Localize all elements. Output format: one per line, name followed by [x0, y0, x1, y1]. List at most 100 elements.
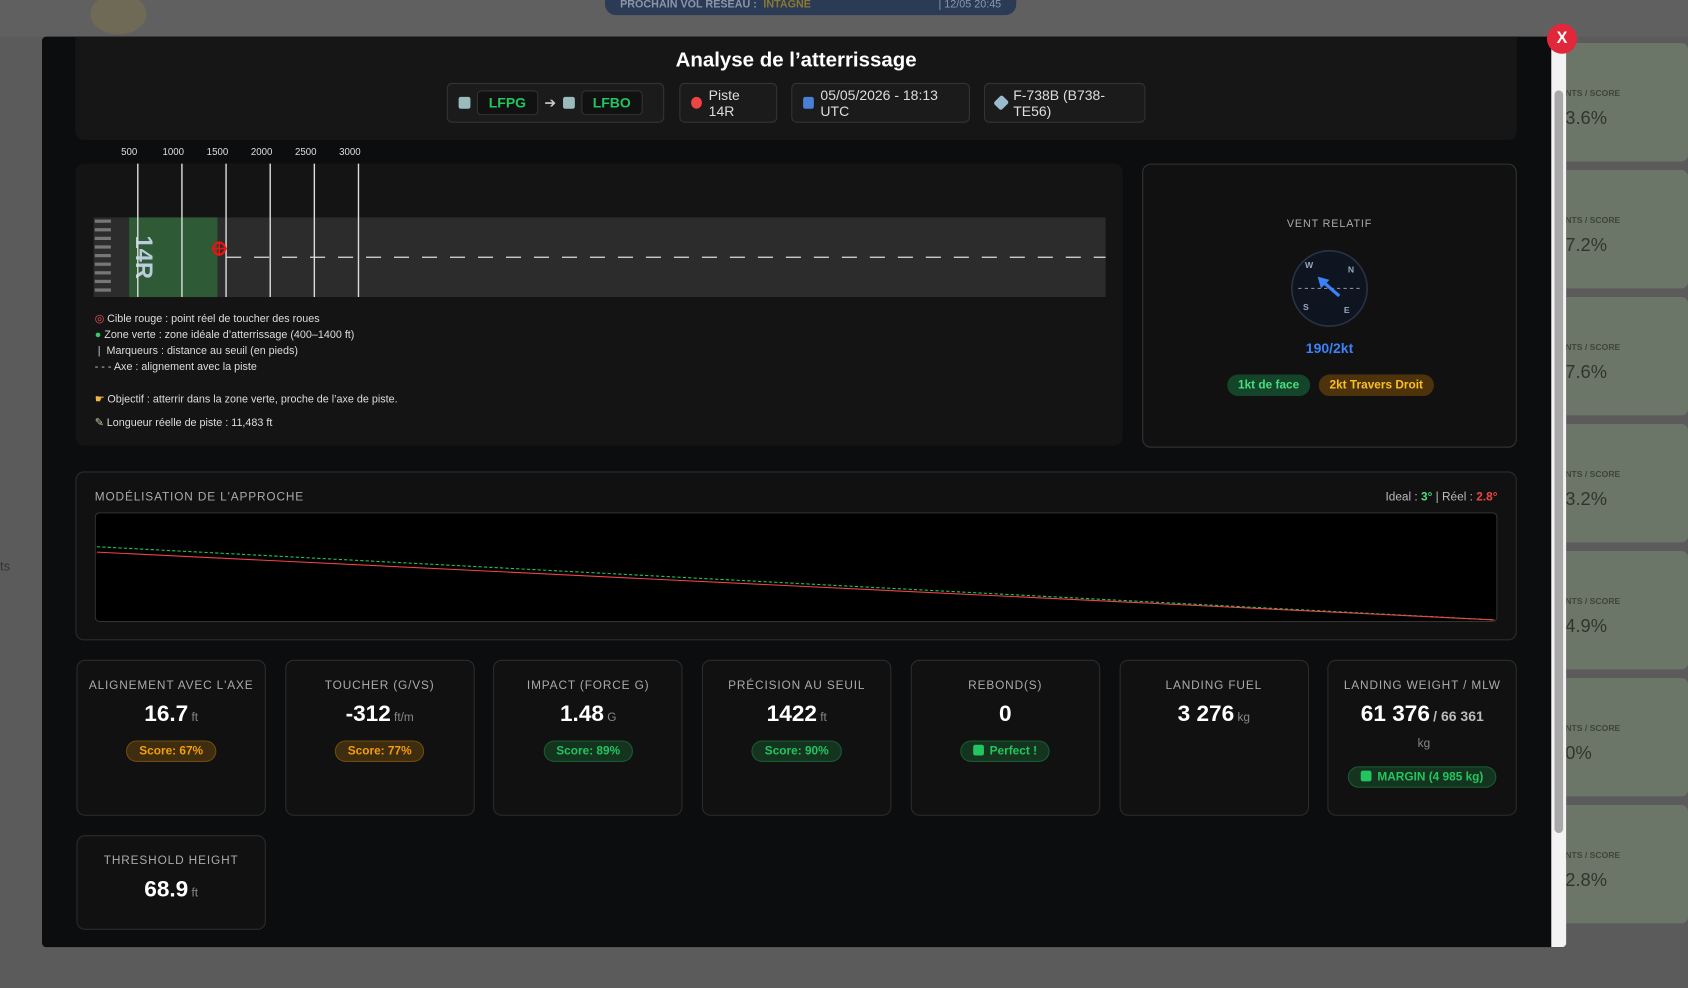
stat-card: THRESHOLD HEIGHT 68.9 ft [76, 835, 266, 930]
route-chip: LFPG ➔ LFBO [446, 82, 665, 123]
close-button[interactable]: X [1546, 23, 1578, 54]
stat-value-line: 68.9 ft [78, 877, 265, 903]
approach-chart [94, 512, 1498, 623]
side-card: NTS / SCORE 3.2% [1550, 424, 1688, 543]
side-card-label: NTS / SCORE [1565, 342, 1621, 352]
stat-card: LANDING FUEL 3 276 kg [1119, 659, 1309, 816]
side-card-label: NTS / SCORE [1565, 215, 1621, 225]
legend-text: Marqueurs : distance au seuil (en pieds) [106, 345, 298, 358]
score-badge: Score: 89% [543, 740, 634, 762]
header: Analyse de l’atterrissage LFPG ➔ LFBO Pi… [75, 36, 1517, 140]
runway-length: ✎ Longueur réelle de piste : 11,483 ft [94, 417, 273, 430]
side-card: NTS / SCORE 7.6% [1550, 297, 1688, 416]
score-badge: Score: 77% [334, 740, 425, 762]
runway-diagram: 14R 500 1000 1500 2000 2500 3000 [93, 147, 1106, 298]
scrollbar[interactable] [1551, 36, 1567, 948]
banner[interactable]: PROCHAIN VOL RÉSEAU : INTAGNE | 12/05 20… [605, 0, 1017, 16]
side-card-value: 4.9% [1565, 615, 1607, 637]
stat-unit: G [607, 711, 617, 725]
stat-label: IMPACT (FORCE G) [526, 679, 650, 693]
side-card-value: 7.2% [1565, 234, 1607, 256]
stat-card: PRÉCISION AU SEUIL 1422 ft Score: 90% [701, 659, 892, 816]
side-card-value: 2.8% [1565, 869, 1607, 891]
legend-target: ◎ Cible rouge : point réel de toucher de… [94, 313, 320, 326]
stat-card: ALIGNEMENT AVEC L'AXE 16.7 ft Score: 67% [76, 659, 266, 816]
logo [90, 0, 147, 35]
stat-value: 1.48 [559, 701, 604, 727]
side-card: NTS / SCORE 4.9% [1550, 551, 1688, 670]
real-label: | Réel : [1435, 490, 1473, 504]
scroll-thumb[interactable] [1554, 90, 1564, 834]
score-badge: Score: 90% [751, 740, 842, 762]
stat-value-line: 1.48 G [495, 702, 682, 728]
side-card: NTS / SCORE 2.8% [1550, 805, 1688, 924]
stat-card: IMPACT (FORCE G) 1.48 G Score: 89% [493, 659, 683, 816]
stat-value: 3 276 [1177, 701, 1235, 727]
stat-value-line: 16.7 ft [78, 702, 265, 728]
stat-value: 61 376 [1360, 701, 1430, 727]
stat-value-line: 0 [912, 702, 1099, 728]
compass-e: E [1344, 305, 1350, 315]
marker-label: 1000 [163, 147, 185, 158]
crosswind-chip: 2kt Travers Droit [1318, 374, 1434, 397]
stat-value-line: 61 376/ 66 361 kg [1329, 702, 1516, 754]
compass: W N S E [1291, 249, 1369, 327]
stat-value-line: -312 ft/m [286, 702, 473, 728]
side-card-value: 0% [1565, 742, 1592, 764]
ideal-label: Ideal : [1385, 490, 1418, 504]
stat-label: LANDING WEIGHT / MLW [1343, 679, 1501, 693]
badge-text: Score: 90% [764, 744, 829, 758]
approach-angles: Ideal : 3° | Réel : 2.8° [1385, 491, 1497, 504]
modal-title: Analyse de l’atterrissage [675, 49, 917, 73]
wind-value: 190/2kt [1305, 340, 1354, 357]
side-card: NTS / SCORE 3.6% [1550, 43, 1688, 162]
side-card-value: 3.2% [1565, 488, 1607, 510]
stat-unit: ft [191, 711, 199, 725]
stat-value: -312 [345, 701, 391, 727]
headwind-chip: 1kt de face [1227, 374, 1311, 397]
side-card-value: 7.6% [1565, 361, 1607, 383]
date-chip: 05/05/2026 - 18:13 UTC [791, 82, 970, 123]
stat-value: 68.9 [144, 877, 189, 902]
aircraft-text: F-738B (B738-TE56) [1013, 86, 1106, 119]
date-text: 05/05/2026 - 18:13 UTC [820, 86, 938, 119]
stat-label: LANDING FUEL [1165, 679, 1263, 693]
legend-markers: | Marqueurs : distance au seuil (en pied… [94, 345, 298, 358]
banner-label: PROCHAIN VOL RÉSEAU : [620, 0, 757, 11]
side-card-label: NTS / SCORE [1565, 723, 1621, 733]
touchdown-point [211, 241, 227, 257]
stat-value: 1422 [766, 701, 817, 727]
ideal-zone [129, 217, 218, 298]
approach-title: MODÉLISATION DE L'APPROCHE [94, 490, 305, 504]
stat-label: THRESHOLD HEIGHT [103, 854, 239, 868]
wind-title: VENT RELATIF [1286, 218, 1373, 231]
stat-card: TOUCHER (G/VS) -312 ft/m Score: 77% [284, 659, 475, 816]
stat-card: LANDING WEIGHT / MLW 61 376/ 66 361 kg MARG… [1327, 659, 1518, 816]
length-value: 11,483 ft [231, 417, 273, 430]
length-label: Longueur réelle de piste : [106, 417, 229, 430]
objective-text: Objectif : atterrir dans la zone verte, … [107, 393, 398, 406]
stat-extra: / 66 361 [1433, 708, 1484, 725]
route-from: LFPG [476, 90, 538, 116]
side-card-value: 3.6% [1565, 107, 1607, 129]
side-card-label: NTS / SCORE [1565, 596, 1621, 606]
marker-label: 500 [121, 147, 137, 158]
compass-n: N [1348, 264, 1354, 274]
wind-panel: VENT RELATIF W N S E 190/2kt 1kt de face… [1142, 163, 1517, 448]
route-to: LFBO [580, 90, 643, 116]
stat-label: ALIGNEMENT AVEC L'AXE [88, 679, 254, 693]
compass-s: S [1303, 302, 1309, 312]
banner-name: INTAGNE [763, 0, 811, 11]
stat-value: 0 [998, 701, 1012, 727]
legend-text: Zone verte : zone idéale d’atterrissage … [104, 329, 355, 342]
badge-text: MARGIN (4 985 kg) [1377, 770, 1484, 784]
marker-label: 2500 [295, 147, 317, 158]
banner-time: | 12/05 20:45 [938, 0, 1002, 11]
side-card: NTS / SCORE 7.2% [1550, 170, 1688, 289]
aircraft-chip: F-738B (B738-TE56) [983, 82, 1146, 123]
piano-keys [94, 219, 111, 292]
ideal-slope [96, 546, 1495, 621]
